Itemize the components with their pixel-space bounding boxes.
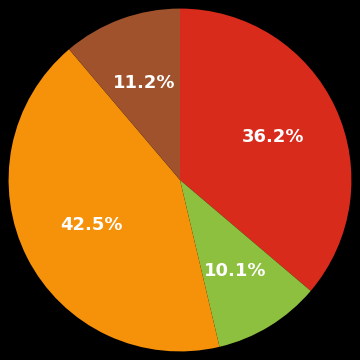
Text: 10.1%: 10.1% <box>204 262 267 280</box>
Text: 36.2%: 36.2% <box>242 128 305 146</box>
Wedge shape <box>9 49 220 351</box>
Wedge shape <box>69 9 180 180</box>
Text: 42.5%: 42.5% <box>60 216 122 234</box>
Wedge shape <box>180 180 311 347</box>
Text: 11.2%: 11.2% <box>113 75 176 93</box>
Wedge shape <box>180 9 351 291</box>
